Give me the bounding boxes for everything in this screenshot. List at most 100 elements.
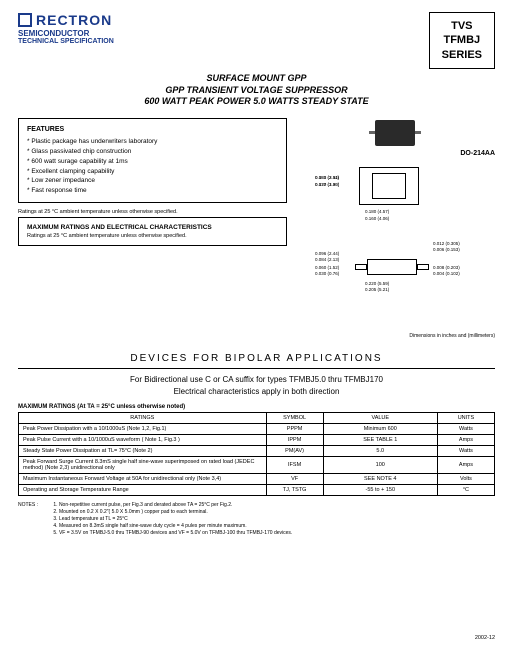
table-cell: Operating and Storage Temperature Range [19, 484, 267, 495]
feature-item: * Fast response time [27, 186, 278, 196]
divider [18, 368, 495, 369]
table-row: Peak Forward Surge Current 8.3mS single … [19, 456, 495, 473]
table-cell: Minimum 600 [323, 423, 437, 434]
table-cell: Watts [437, 423, 494, 434]
note-item: 3. Lead temperature at TL = 25°C [53, 516, 492, 523]
table-row: Steady State Power Dissipation at TL= 75… [19, 445, 495, 456]
dim-text: 0.130 (3.30) [315, 182, 339, 187]
lead-right [417, 264, 429, 270]
table-cell: Steady State Power Dissipation at TL= 75… [19, 445, 267, 456]
ratings-note: Ratings at 25 °C ambient temperature unl… [18, 209, 287, 215]
mid-row: FEATURES * Plastic package has underwrit… [18, 118, 495, 339]
dim-text: 0.160 (4.06) [365, 216, 389, 221]
table-cell: Peak Power Dissipation with a 10/1000uS … [19, 423, 267, 434]
table-row: Maximum Instantaneous Forward Voltage at… [19, 473, 495, 484]
notes-label: NOTES : [18, 502, 52, 509]
package-label: DO-214AA [295, 150, 495, 157]
table-cell: Peak Forward Surge Current 8.3mS single … [19, 456, 267, 473]
series-box: TVS TFMBJ SERIES [429, 12, 495, 69]
header-row: RECTRON SEMICONDUCTOR TECHNICAL SPECIFIC… [18, 12, 495, 69]
dim-text: 0.084 (2.13) [315, 257, 339, 262]
inner-rect [372, 173, 406, 199]
lead-left [355, 264, 367, 270]
logo-line: RECTRON [18, 12, 114, 28]
table-cell: Amps [437, 434, 494, 445]
table-cell: SEE NOTE 4 [323, 473, 437, 484]
col-symbol: SYMBOL [266, 412, 323, 423]
ratings-table-header: MAXIMUM RATINGS (At TA = 25°C unless oth… [18, 404, 495, 410]
dim-text: 0.004 (0.102) [433, 271, 460, 276]
logo-text: RECTRON [36, 12, 112, 28]
col-value: VALUE [323, 412, 437, 423]
table-cell: PPPM [266, 423, 323, 434]
dim-text: 0.006 (0.153) [433, 247, 460, 252]
dimension-drawings: 0.083 (2.11) 0.077 (1.95) 0.155 (3.94) 0… [295, 161, 495, 331]
max-ratings-title: MAXIMUM RATINGS AND ELECTRICAL CHARACTER… [27, 224, 278, 231]
note-item: 4. Measured on 8.3mS single half sine-wa… [53, 523, 492, 530]
table-cell: PM(AV) [266, 445, 323, 456]
table-cell: IPPM [266, 434, 323, 445]
dimension-footer: Dimensions in inches and (millimeters) [295, 333, 495, 339]
table-cell: VF [266, 473, 323, 484]
table-cell: Watts [437, 445, 494, 456]
table-cell: 5.0 [323, 445, 437, 456]
feature-item: * 600 watt surage capability at 1ms [27, 157, 278, 167]
note-item: 2. Mounted on 0.2 X 0.2"( 5.0 X 5.0mm ) … [53, 509, 492, 516]
side-body [367, 259, 417, 275]
dim-text: 0.220 (5.59) [365, 281, 389, 286]
dim-text: 0.060 (1.52) [315, 265, 339, 270]
note-item: 1. Non-repetitive current pulse, per Fig… [53, 502, 492, 509]
table-cell: IFSM [266, 456, 323, 473]
table-cell: Volts [437, 473, 494, 484]
table-cell: °C [437, 484, 494, 495]
table-cell: 100 [323, 456, 437, 473]
feature-item: * Low zener impedance [27, 176, 278, 186]
title-block: SURFACE MOUNT GPP GPP TRANSIENT VOLTAGE … [18, 73, 495, 108]
series-line2: TFMBJ [442, 33, 482, 47]
notes-body: 1. Non-repetitive current pulse, per Fig… [53, 502, 492, 537]
logo-icon [18, 13, 32, 27]
features-box: FEATURES * Plastic package has underwrit… [18, 118, 287, 203]
section-sub2: Electrical characteristics apply in both… [18, 387, 495, 396]
dim-text: 0.096 (2.44) [315, 251, 339, 256]
max-ratings-box: MAXIMUM RATINGS AND ELECTRICAL CHARACTER… [18, 217, 287, 246]
dim-text: 0.012 (0.305) [433, 241, 460, 246]
dim-text: 0.180 (4.57) [365, 209, 389, 214]
table-cell: Amps [437, 456, 494, 473]
table-header-row: RATINGS SYMBOL VALUE UNITS [19, 412, 495, 423]
title-l1: SURFACE MOUNT GPP [18, 73, 495, 85]
ratings-table: RATINGS SYMBOL VALUE UNITS Peak Power Di… [18, 412, 495, 496]
package-photo [375, 120, 415, 146]
package-diagram-column: DO-214AA 0.083 (2.11) 0.077 (1.95) 0.155… [295, 118, 495, 339]
page-footer: 2002-12 [475, 635, 495, 641]
feature-item: * Plastic package has underwriters labor… [27, 137, 278, 147]
table-cell: Peak Pulse Current with a 10/1000uS wave… [19, 434, 267, 445]
side-outline [355, 259, 429, 275]
col-ratings: RATINGS [19, 412, 267, 423]
feature-item: * Glass passivated chip construction [27, 147, 278, 157]
table-cell: -55 to + 150 [323, 484, 437, 495]
max-ratings-sub: Ratings at 25 °C ambient temperature unl… [27, 233, 278, 239]
series-line1: TVS [442, 19, 482, 33]
note-item: 5. VF = 3.5V on TFMBJ-5.0 thru TFMBJ-90 … [53, 530, 492, 537]
logo-subtitle2: TECHNICAL SPECIFICATION [18, 38, 114, 45]
logo-block: RECTRON SEMICONDUCTOR TECHNICAL SPECIFIC… [18, 12, 114, 45]
section-title: DEVICES FOR BIPOLAR APPLICATIONS [18, 353, 495, 366]
notes-block: NOTES : 1. Non-repetitive current pulse,… [18, 502, 495, 537]
section-sub1: For Bidirectional use C or CA suffix for… [18, 375, 495, 384]
features-column: FEATURES * Plastic package has underwrit… [18, 118, 287, 339]
dim-text: 0.205 (5.21) [365, 287, 389, 292]
logo-subtitle: SEMICONDUCTOR [18, 29, 114, 38]
title-l3: 600 WATT PEAK POWER 5.0 WATTS STEADY STA… [18, 96, 495, 108]
dim-text: 0.030 (0.76) [315, 271, 339, 276]
dim-text: 0.008 (0.203) [433, 265, 460, 270]
table-row: Peak Pulse Current with a 10/1000uS wave… [19, 434, 495, 445]
feature-item: * Excellent clamping capability [27, 167, 278, 177]
table-cell: TJ, TSTG [266, 484, 323, 495]
title-l2: GPP TRANSIENT VOLTAGE SUPPRESSOR [18, 85, 495, 97]
table-row: Operating and Storage Temperature RangeT… [19, 484, 495, 495]
dim-text: 0.155 (3.94) [315, 175, 339, 180]
table-row: Peak Power Dissipation with a 10/1000uS … [19, 423, 495, 434]
table-cell: SEE TABLE 1 [323, 434, 437, 445]
features-title: FEATURES [27, 125, 278, 136]
